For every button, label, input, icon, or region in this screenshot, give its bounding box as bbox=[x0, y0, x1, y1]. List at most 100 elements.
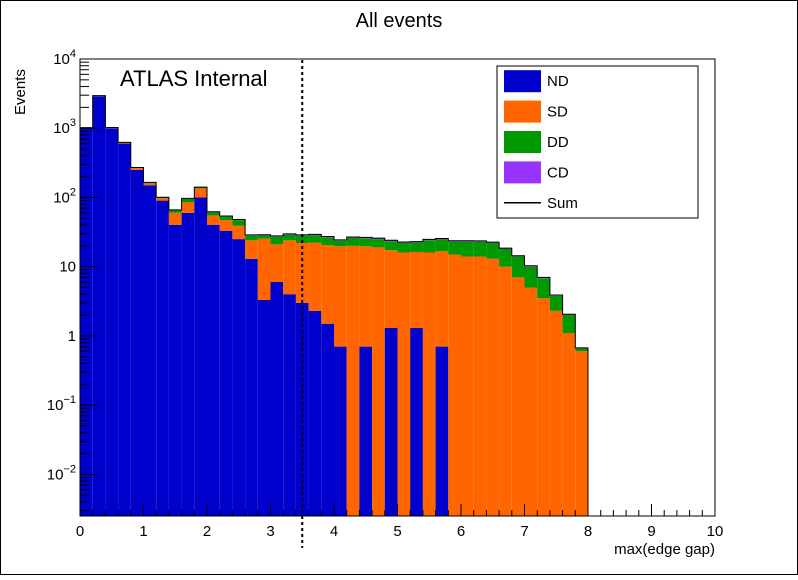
bar-sd bbox=[118, 143, 131, 144]
bar-dd bbox=[207, 212, 220, 215]
bar-dd bbox=[537, 278, 550, 298]
bar-dd bbox=[385, 241, 398, 250]
bar-sd bbox=[271, 244, 284, 282]
bar-dd bbox=[423, 240, 436, 252]
bar-dd bbox=[334, 241, 347, 247]
bar-dd bbox=[182, 199, 195, 202]
x-tick-label: 10 bbox=[707, 523, 724, 540]
y-tick-label: 103 bbox=[53, 117, 76, 137]
legend-label-sd: SD bbox=[547, 104, 568, 121]
legend-label-cd: CD bbox=[547, 164, 569, 181]
x-tick-label: 2 bbox=[203, 523, 211, 540]
bar-dd bbox=[474, 242, 487, 257]
bar-sd bbox=[169, 213, 182, 225]
bar-nd bbox=[258, 300, 271, 516]
bar-nd bbox=[410, 328, 423, 516]
legend-label-sum: Sum bbox=[547, 195, 578, 212]
bar-sd bbox=[144, 183, 157, 185]
x-axis-label: max(edge gap) bbox=[614, 541, 715, 558]
bar-dd bbox=[448, 242, 461, 255]
bar-sd bbox=[525, 288, 538, 517]
y-tick-label: 10 bbox=[59, 259, 76, 276]
x-tick-label: 6 bbox=[457, 523, 465, 540]
bar-nd bbox=[207, 225, 220, 516]
bar-dd bbox=[220, 217, 233, 221]
bar-dd bbox=[575, 348, 588, 351]
y-tick-label: 1 bbox=[68, 328, 76, 345]
bar-nd bbox=[156, 201, 169, 516]
bar-dd bbox=[309, 235, 322, 242]
bar-nd bbox=[131, 170, 144, 516]
bar-nd bbox=[118, 144, 131, 516]
y-tick-label: 104 bbox=[53, 48, 76, 68]
bar-dd bbox=[245, 236, 258, 241]
bar-sd bbox=[398, 253, 411, 516]
bar-sd bbox=[436, 251, 449, 346]
bar-dd bbox=[258, 235, 271, 238]
bar-dd bbox=[499, 249, 512, 267]
bar-sd bbox=[283, 240, 296, 294]
y-tick-label: 10−1 bbox=[47, 394, 76, 414]
legend-swatch-cd bbox=[504, 161, 541, 183]
bar-sd bbox=[410, 252, 423, 328]
bar-nd bbox=[220, 231, 233, 516]
bar-dd bbox=[563, 315, 576, 333]
y-axis-label: Events bbox=[12, 69, 29, 115]
bar-nd bbox=[194, 197, 207, 516]
bar-dd bbox=[550, 296, 563, 311]
bar-sd bbox=[563, 333, 576, 516]
legend-label-nd: ND bbox=[547, 73, 569, 90]
bar-sd bbox=[537, 298, 550, 516]
bar-sd bbox=[486, 259, 499, 516]
bar-dd bbox=[283, 235, 296, 241]
bar-sd bbox=[131, 168, 144, 170]
bar-dd bbox=[169, 210, 182, 212]
x-tick-label: 0 bbox=[76, 523, 84, 540]
x-tick-label: 9 bbox=[647, 523, 655, 540]
bar-nd bbox=[169, 225, 182, 516]
chart-title: All events bbox=[356, 10, 443, 32]
bar-nd bbox=[309, 311, 322, 516]
legend: ND SD DD CD Sum bbox=[497, 66, 698, 218]
bar-dd bbox=[232, 220, 245, 226]
bar-sd bbox=[194, 188, 207, 197]
bar-nd bbox=[283, 294, 296, 516]
bar-dd bbox=[525, 267, 538, 288]
y-tick-label: 10−2 bbox=[47, 463, 76, 483]
bar-dd bbox=[512, 257, 525, 278]
bar-sd bbox=[309, 243, 322, 311]
bar-sd bbox=[372, 247, 385, 516]
bar-dd bbox=[436, 239, 449, 251]
bar-sd bbox=[461, 257, 474, 516]
bar-dd bbox=[359, 238, 372, 246]
bar-nd bbox=[144, 185, 157, 516]
bar-sd bbox=[232, 226, 245, 239]
legend-swatch-dd bbox=[504, 131, 541, 153]
y-tick-label: 102 bbox=[53, 186, 76, 206]
bar-dd bbox=[410, 243, 423, 252]
bar-sd bbox=[575, 351, 588, 516]
x-tick-label: 7 bbox=[520, 523, 528, 540]
bar-sd bbox=[207, 215, 220, 225]
bar-nd bbox=[436, 347, 449, 516]
legend-label-dd: DD bbox=[547, 134, 569, 151]
bar-sd bbox=[423, 253, 436, 516]
bar-sd bbox=[156, 198, 169, 201]
bar-sd bbox=[385, 250, 398, 328]
bar-dd bbox=[372, 239, 385, 247]
bar-nd bbox=[385, 328, 398, 516]
bar-dd bbox=[398, 243, 411, 253]
bar-sd bbox=[550, 311, 563, 516]
bar-nd bbox=[80, 128, 93, 516]
bar-nd bbox=[271, 282, 284, 516]
bar-sd bbox=[512, 277, 525, 516]
legend-swatch-sd bbox=[504, 101, 541, 123]
bar-nd bbox=[359, 347, 372, 516]
bar-nd bbox=[232, 239, 245, 516]
x-tick-label: 1 bbox=[139, 523, 147, 540]
bar-sd bbox=[258, 239, 271, 300]
bar-sd bbox=[245, 240, 258, 258]
bar-sd bbox=[474, 257, 487, 516]
